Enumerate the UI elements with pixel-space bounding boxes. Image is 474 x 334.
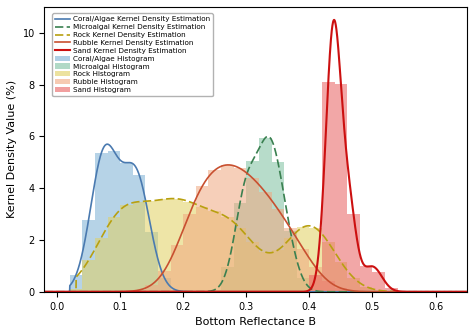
X-axis label: Bottom Reflectance B: Bottom Reflectance B [195,317,316,327]
Y-axis label: Kernel Density Value (%): Kernel Density Value (%) [7,80,17,218]
Legend: Coral/Algae Kernel Density Estimation, Microalgal Kernel Density Estimation, Roc: Coral/Algae Kernel Density Estimation, M… [52,13,212,96]
